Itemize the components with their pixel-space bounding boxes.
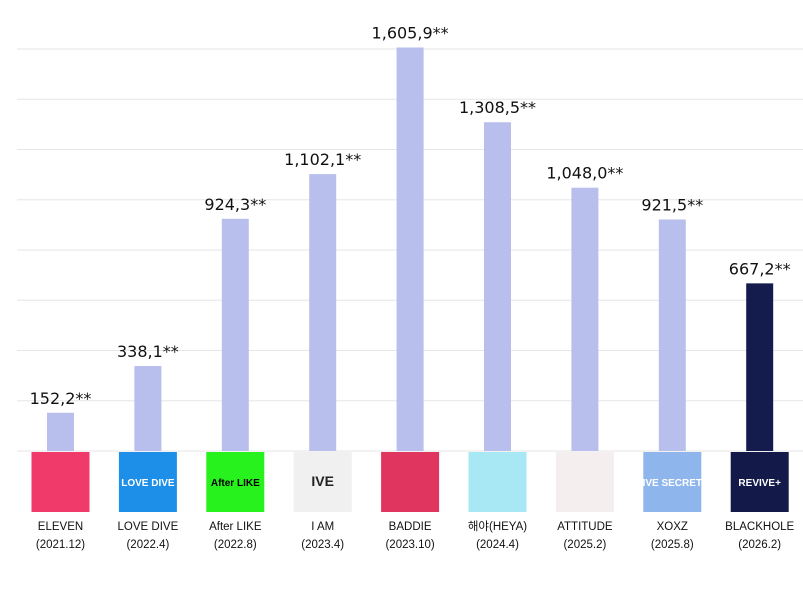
bar <box>309 174 337 451</box>
category-label: XOXZ <box>657 521 688 533</box>
album-cover <box>730 452 789 512</box>
album-cover <box>555 452 614 512</box>
data-label: 667,2** <box>729 259 791 278</box>
category-label: ATTITUDE <box>557 521 613 533</box>
category-date: (2026.2) <box>738 539 781 551</box>
category-date: (2025.8) <box>651 539 694 551</box>
data-label: 1,605,9** <box>372 24 449 43</box>
data-label: 921,5** <box>641 195 703 214</box>
data-label: 1,102,1** <box>284 150 361 169</box>
bar <box>658 219 686 451</box>
bar <box>47 412 74 451</box>
category-date: (2021.12) <box>36 539 85 551</box>
bar <box>396 47 424 451</box>
category-date: (2023.10) <box>385 539 434 551</box>
data-label: 1,308,5** <box>459 98 536 117</box>
album-cover-text: After LIKE <box>211 478 260 489</box>
album-cover-text: REVIVE+ <box>738 478 781 489</box>
data-label: 338,1** <box>117 342 179 361</box>
data-label: 1,048,0** <box>546 164 623 183</box>
data-label: 924,3** <box>204 195 266 214</box>
album-cover-text: IVE <box>311 473 334 489</box>
album-cover <box>206 452 265 512</box>
album-cover-text: LOVE DIVE <box>121 478 175 489</box>
category-label: ELEVEN <box>38 521 83 533</box>
bar <box>134 366 162 451</box>
bar <box>746 283 774 451</box>
album-cover <box>293 452 352 512</box>
album-cover <box>118 452 177 512</box>
bar <box>221 218 249 451</box>
album-cover <box>468 452 527 512</box>
category-label: I AM <box>311 521 334 533</box>
bar <box>484 122 511 451</box>
bar <box>571 187 599 451</box>
category-label: 해야(HEYA) <box>468 520 527 533</box>
album-cover <box>381 452 440 512</box>
data-label: 152,2** <box>30 389 92 408</box>
category-date: (2022.4) <box>126 539 169 551</box>
album-cover-text: IVE SECRET <box>643 478 702 489</box>
category-date: (2023.4) <box>301 539 344 551</box>
album-cover <box>31 452 90 512</box>
album-cover <box>643 452 702 512</box>
category-date: (2022.8) <box>214 539 257 551</box>
category-label: BLACKHOLE <box>725 521 794 533</box>
category-label: BADDIE <box>389 521 432 533</box>
category-date: (2024.4) <box>476 539 519 551</box>
category-label: LOVE DIVE <box>118 521 179 533</box>
category-date: (2025.2) <box>563 539 606 551</box>
category-label: After LIKE <box>209 521 262 533</box>
